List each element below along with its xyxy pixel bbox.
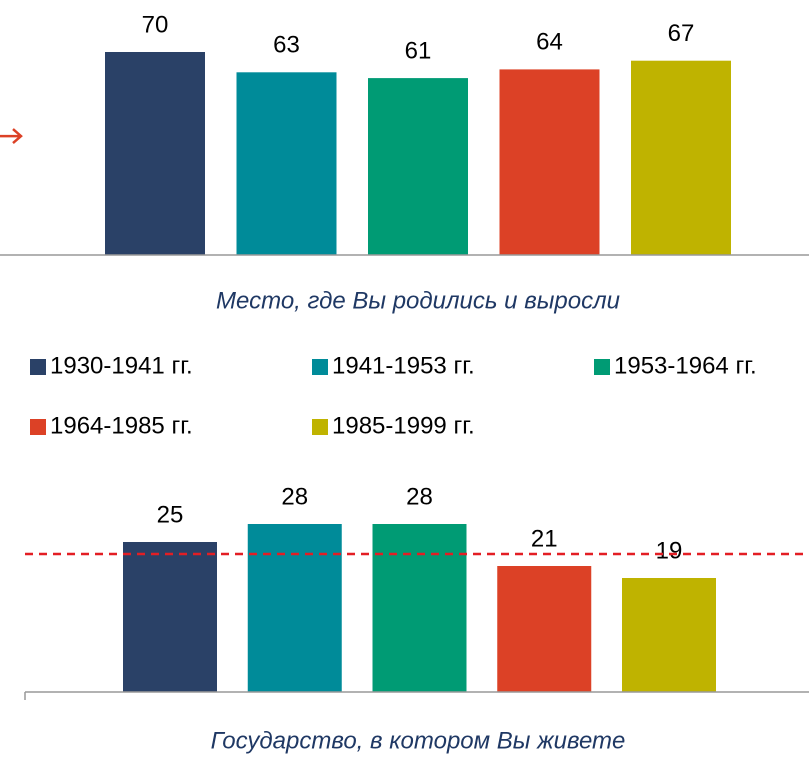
legend-swatch bbox=[30, 419, 46, 435]
legend-label: 1941-1953 гг. bbox=[332, 352, 475, 379]
value-label: 64 bbox=[536, 29, 563, 56]
bar bbox=[631, 60, 731, 256]
value-label: 28 bbox=[406, 483, 433, 510]
legend-swatch bbox=[30, 359, 46, 375]
value-label: 70 bbox=[142, 11, 169, 38]
chart-title: Место, где Вы родились и выросли bbox=[216, 287, 620, 314]
legend-swatch bbox=[312, 419, 328, 435]
legend-swatch bbox=[594, 359, 610, 375]
chart-title: Государство, в котором Вы живете bbox=[211, 727, 626, 754]
legend-swatch bbox=[312, 359, 328, 375]
legend-label: 1953-1964 гг. bbox=[614, 352, 757, 379]
bar bbox=[372, 524, 467, 692]
value-label: 25 bbox=[157, 501, 184, 528]
value-label: 19 bbox=[656, 537, 683, 564]
bar bbox=[497, 566, 592, 692]
reference-arrow bbox=[0, 128, 23, 145]
value-label: 21 bbox=[531, 525, 558, 552]
legend-label: 1985-1999 гг. bbox=[332, 412, 475, 439]
value-label: 67 bbox=[668, 20, 695, 47]
bar bbox=[123, 542, 217, 692]
bar bbox=[622, 578, 716, 692]
bar bbox=[105, 52, 205, 255]
value-label: 28 bbox=[281, 483, 308, 510]
bar bbox=[247, 524, 342, 692]
value-label: 61 bbox=[405, 37, 432, 64]
legend-label: 1930-1941 гг. bbox=[50, 352, 193, 379]
bar bbox=[368, 78, 468, 255]
value-label: 63 bbox=[273, 32, 300, 59]
legend-label: 1964-1985 гг. bbox=[50, 412, 193, 439]
bar bbox=[499, 69, 600, 256]
bar bbox=[236, 72, 337, 255]
